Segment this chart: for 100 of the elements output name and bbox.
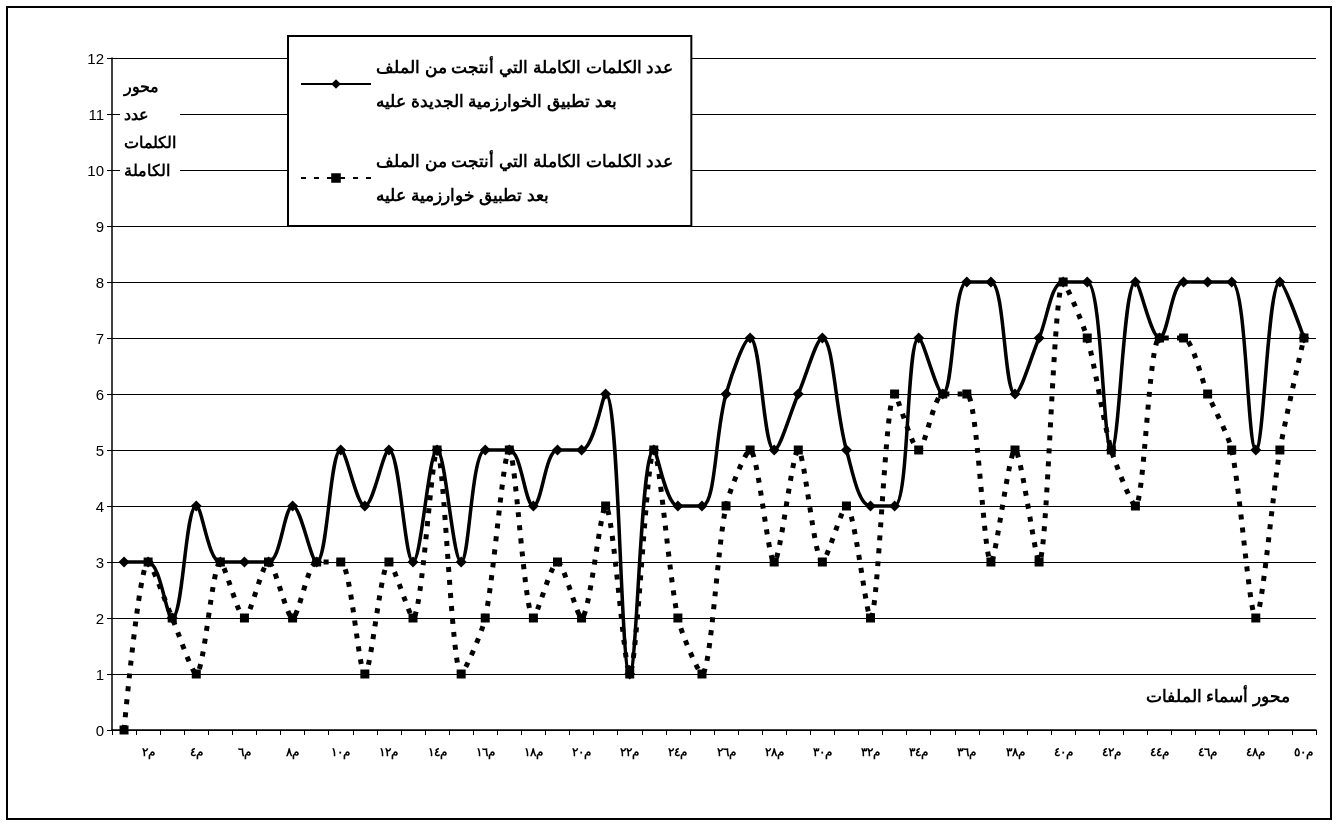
point xyxy=(745,445,755,455)
point xyxy=(792,388,804,400)
point xyxy=(793,445,803,455)
point xyxy=(840,444,852,456)
x-tick-label: م٤٨ xyxy=(1246,745,1266,760)
point xyxy=(841,501,851,511)
point xyxy=(744,332,756,344)
point xyxy=(455,556,467,568)
point xyxy=(721,501,731,511)
point xyxy=(1033,332,1045,344)
point xyxy=(1251,613,1261,623)
x-axis-title: محور أسماء الملفات xyxy=(1145,684,1291,707)
point xyxy=(384,557,394,567)
point xyxy=(312,557,322,567)
y-tick-label: 6 xyxy=(95,385,104,403)
point xyxy=(479,444,491,456)
point xyxy=(720,388,732,400)
point xyxy=(288,613,298,623)
x-tick-label: م٤٦ xyxy=(1198,745,1218,760)
point xyxy=(601,501,611,511)
x-tick-label: م٥٠ xyxy=(1294,745,1314,760)
point xyxy=(456,669,466,679)
y-tick-label: 9 xyxy=(95,217,104,235)
x-tick-label: م٤ xyxy=(189,745,203,760)
point xyxy=(190,500,202,512)
point xyxy=(551,444,563,456)
x-tick-label: م٢٤ xyxy=(668,745,688,760)
point xyxy=(1274,276,1286,288)
point xyxy=(649,445,659,455)
point xyxy=(1009,388,1021,400)
x-tick-label: م٣٦ xyxy=(957,745,977,760)
x-tick-label: م٢ xyxy=(141,745,155,760)
point xyxy=(914,445,924,455)
point xyxy=(360,669,370,679)
point xyxy=(673,613,683,623)
x-tick-label: م٣٠ xyxy=(812,745,832,760)
point xyxy=(1082,333,1092,343)
y-tick-label: 8 xyxy=(95,273,104,291)
x-tick-label: م٦ xyxy=(237,745,251,760)
y-tick-label: 4 xyxy=(95,497,104,515)
point xyxy=(985,276,997,288)
point xyxy=(817,557,827,567)
point xyxy=(962,389,972,399)
point xyxy=(383,444,395,456)
point xyxy=(576,444,588,456)
x-tick-label: م٣٨ xyxy=(1005,745,1025,760)
point xyxy=(816,332,828,344)
legend-label: عدد الكلمات الكاملة التي أنتجت من الملف بعد تطبيق خوارزمية عليه xyxy=(376,148,674,206)
point xyxy=(1299,333,1309,343)
y-tick-label: 12 xyxy=(87,49,104,67)
point xyxy=(697,669,707,679)
x-tick-label: م٣٤ xyxy=(909,745,929,760)
x-tick-label: م٣٢ xyxy=(861,745,881,760)
point xyxy=(527,500,539,512)
point xyxy=(528,613,538,623)
y-tick-label: 3 xyxy=(95,553,104,571)
point xyxy=(359,500,371,512)
point xyxy=(480,613,490,623)
y-axis-title: محور عدد الكلمات الكاملة xyxy=(123,77,176,179)
y-tick-label: 2 xyxy=(95,609,104,627)
point xyxy=(577,613,587,623)
y-tick-label: 10 xyxy=(87,161,104,179)
point xyxy=(889,500,901,512)
y-tick-label: 11 xyxy=(88,105,104,123)
point xyxy=(1275,445,1285,455)
point xyxy=(986,557,996,567)
x-tick-label: م٢٢ xyxy=(620,745,640,760)
y-tick-label: 1 xyxy=(95,665,104,683)
x-tick-label: م٢٦ xyxy=(716,745,736,760)
legend-label: عدد الكلمات الكاملة التي أنتجت من الملف بعد تطبيق الخوارزمية الجديدة عليه xyxy=(376,54,674,112)
point xyxy=(1250,444,1262,456)
point xyxy=(552,557,562,567)
x-tick-label: م٨ xyxy=(285,745,300,760)
x-tick-label: م٤٤ xyxy=(1149,745,1169,760)
point xyxy=(408,613,418,623)
point xyxy=(890,389,900,399)
x-tick-label: م١٠ xyxy=(331,745,351,760)
point xyxy=(504,445,514,455)
point xyxy=(866,613,876,623)
point xyxy=(768,444,780,456)
point xyxy=(1227,445,1237,455)
x-tick-label: م٤٠ xyxy=(1053,745,1073,760)
point xyxy=(239,613,249,623)
point xyxy=(1129,276,1141,288)
x-tick-label: م١٨ xyxy=(523,745,543,760)
x-tick-label: م٢٨ xyxy=(764,745,784,760)
y-tick-label: 0 xyxy=(95,721,104,739)
point xyxy=(913,332,925,344)
point xyxy=(1226,276,1238,288)
point xyxy=(769,557,779,567)
point xyxy=(118,556,130,568)
point xyxy=(335,444,347,456)
point xyxy=(1010,445,1020,455)
point xyxy=(432,445,442,455)
point xyxy=(336,557,346,567)
point xyxy=(1130,501,1140,511)
point xyxy=(696,500,708,512)
point xyxy=(407,556,419,568)
point xyxy=(1106,445,1116,455)
x-tick-label: م١٤ xyxy=(427,745,447,760)
